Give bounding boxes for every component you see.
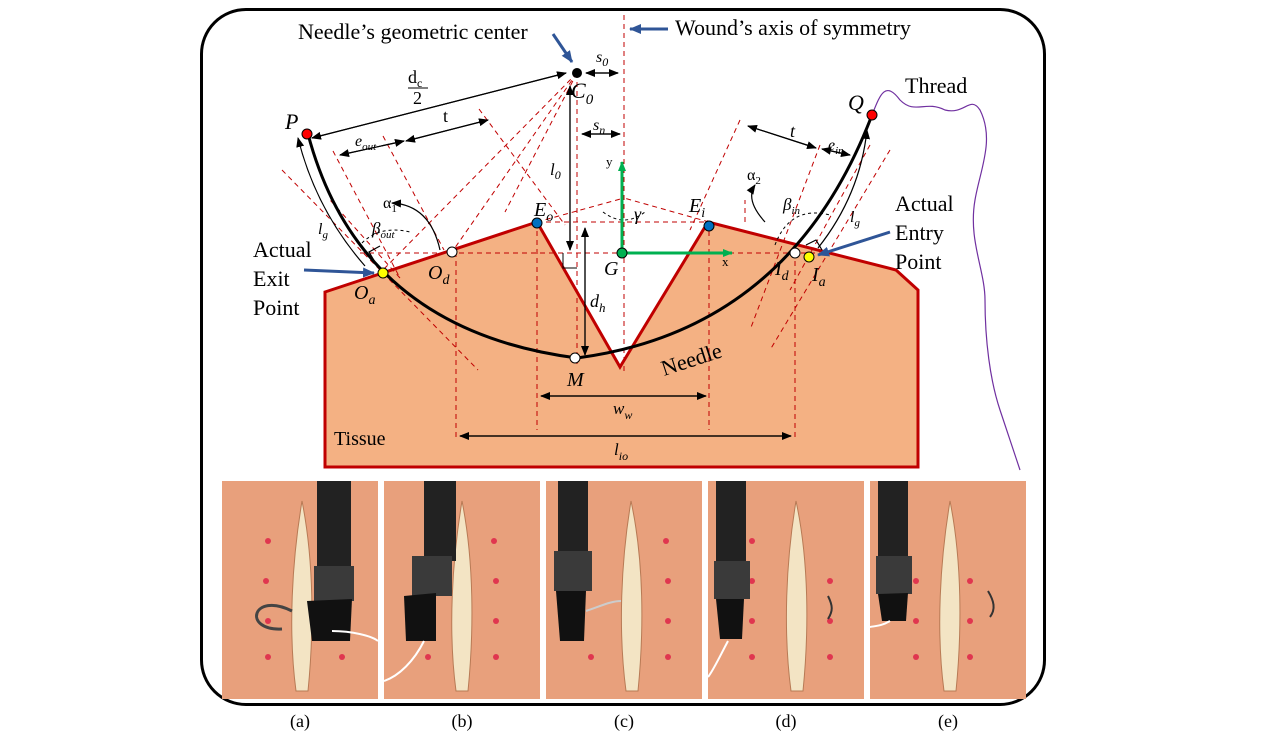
- Q-label: Q: [848, 90, 864, 115]
- desired-exit-Od: [446, 246, 458, 258]
- photo-e: [870, 481, 1026, 699]
- needle-tip-P: [301, 128, 313, 140]
- exit-label-line2: Exit: [253, 266, 290, 291]
- t-right-label: t: [790, 121, 796, 141]
- lg-left-arrow: [296, 137, 366, 267]
- wound-axis-label: Wound’s axis of symmetry: [675, 15, 911, 40]
- construction-lines: [281, 15, 891, 440]
- desired-entry-Id: [789, 247, 801, 259]
- s0-label: s0: [596, 49, 608, 69]
- lg-left-label: lg: [318, 221, 328, 241]
- entry-label-line1: Actual: [895, 191, 954, 216]
- dc-denominator: 2: [413, 88, 422, 108]
- lowest-point-M: [569, 352, 581, 364]
- eout-label: eout: [355, 133, 377, 153]
- lg-right-label: lg: [850, 209, 860, 229]
- entry-label-line2: Entry: [895, 220, 944, 245]
- t-left-label: t: [443, 106, 448, 126]
- Oa-label: Oa: [354, 282, 375, 308]
- beta-out-label: βout: [371, 219, 395, 241]
- beta-in-label: βin: [782, 195, 801, 217]
- y-axis-label: y: [606, 154, 613, 169]
- actual-entry-Ia: [803, 251, 815, 263]
- lio-label: lio: [614, 440, 628, 463]
- Id-label: Id: [774, 258, 790, 284]
- sn-label: sn: [593, 117, 605, 137]
- photo-d: [708, 481, 864, 699]
- thread-curve: [871, 90, 1021, 471]
- exit-label-line3: Point: [253, 295, 299, 320]
- alpha1-label: α1: [383, 195, 397, 215]
- photo-c: [546, 481, 702, 699]
- needle-center-label: Needle’s geometric center: [298, 19, 528, 44]
- x-axis-label: x: [722, 254, 729, 269]
- wound-edge-Eo: [531, 217, 543, 229]
- photo-b: [384, 481, 540, 699]
- photo-caption-a: (a): [290, 711, 310, 731]
- photo-a: [222, 481, 378, 699]
- actual-exit-Oa: [377, 267, 389, 279]
- right-angle-entry: [805, 239, 823, 251]
- M-label: M: [566, 369, 585, 391]
- photo-caption-c: (c): [614, 711, 634, 731]
- Ei-label: Ei: [688, 195, 705, 221]
- entry-label-line3: Point: [895, 249, 941, 274]
- dimension-arrows: [311, 69, 851, 440]
- tissue-block: [323, 220, 920, 469]
- tissue-label: Tissue: [334, 428, 386, 450]
- ww-label: ww: [613, 399, 632, 422]
- needle-center-point: [572, 68, 582, 78]
- photo-caption-b: (b): [451, 711, 473, 731]
- suturing-geometry-diagram: Needle’s geometric center Wound’s axis o…: [253, 15, 1021, 471]
- right-angle-exit: [368, 245, 381, 263]
- Ia-label: Ia: [811, 264, 826, 290]
- thread-label: Thread: [905, 73, 967, 98]
- pointer-arrows: [303, 24, 891, 278]
- photo-caption-e: (e): [938, 711, 958, 731]
- alpha1-arc: [391, 199, 441, 251]
- right-angle-mid: [562, 253, 577, 269]
- Od-label: Od: [428, 262, 450, 288]
- exit-label-line1: Actual: [253, 237, 312, 262]
- alpha2-arc: [746, 184, 766, 223]
- origin-G: [616, 247, 628, 259]
- photo-caption-d: (d): [775, 711, 797, 731]
- angle-arcs: [361, 211, 831, 246]
- C0-label: C0: [571, 78, 594, 108]
- G-label: G: [604, 258, 619, 280]
- figure-frame: [200, 8, 1046, 706]
- dh-label: dh: [590, 291, 606, 315]
- wound-edge-Ei: [703, 220, 715, 232]
- l0-label: l0: [550, 160, 561, 182]
- alpha2-label: α2: [747, 167, 761, 187]
- gamma-label: γ: [634, 204, 642, 224]
- ein-label: ein: [828, 137, 844, 157]
- Eo-label: Eo: [533, 199, 553, 225]
- dc-numerator: dc: [408, 67, 422, 90]
- lg-right-arrow: [817, 129, 871, 249]
- needle-tip-Q: [866, 109, 878, 121]
- P-label: P: [284, 109, 298, 134]
